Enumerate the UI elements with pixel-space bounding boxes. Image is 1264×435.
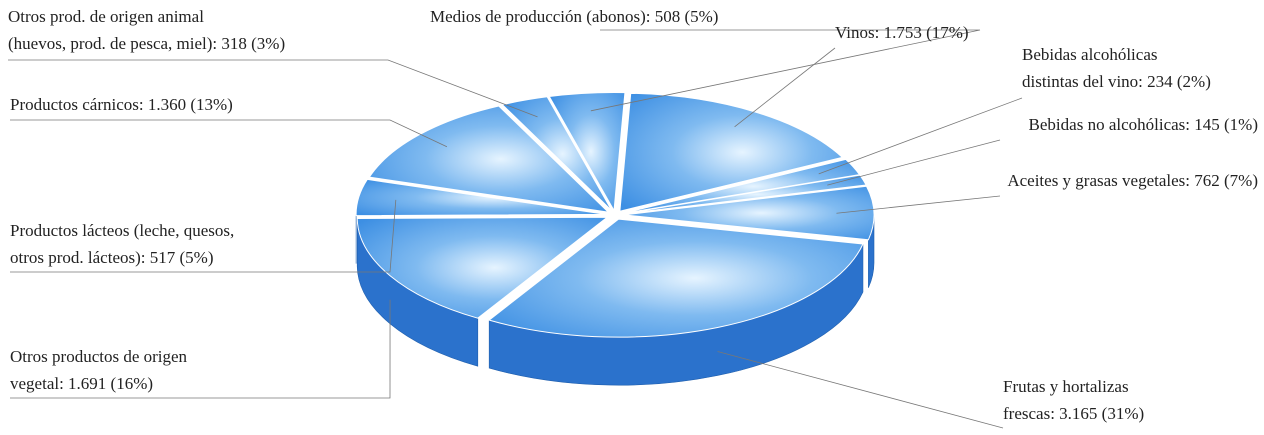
slice-label: otros prod. lácteos): 517 (5%) [10, 248, 213, 267]
slice [623, 158, 861, 214]
leader-line [827, 139, 1001, 186]
leader-line [717, 351, 1004, 429]
slice-label: Vinos: 1.753 (17%) [835, 23, 969, 42]
slice-label: (huevos, prod. de pesca, miel): 318 (3%) [8, 34, 285, 53]
leader-line [10, 299, 391, 399]
pie-tops [355, 92, 875, 338]
slice-label: Medios de producción (abonos): 508 (5%) [430, 7, 718, 26]
slice [356, 216, 609, 319]
slice [623, 185, 875, 241]
slice-label: Aceites y grasas vegetales: 762 (7%) [1007, 171, 1258, 190]
slice-label: Otros prod. de origen animal [8, 7, 204, 26]
slice-label: distintas del vino: 234 (2%) [1022, 72, 1211, 91]
slice [355, 178, 607, 217]
slice [548, 92, 626, 213]
slice-label: Productos lácteos (leche, quesos, [10, 221, 234, 240]
slice-label: vegetal: 1.691 (16%) [10, 374, 153, 393]
slice [368, 105, 610, 213]
leader-line [836, 195, 1001, 214]
slice [623, 174, 867, 215]
leader-line [8, 59, 538, 118]
slice-label: Bebidas no alcohólicas: 145 (1%) [1029, 115, 1258, 134]
leader-line [734, 47, 836, 128]
slice [501, 96, 613, 212]
slice [619, 92, 844, 212]
slice-label: Bebidas alcohólicas [1022, 45, 1158, 64]
slice-label: Frutas y hortalizas [1003, 377, 1129, 396]
leader-line [818, 97, 1023, 175]
slice-label: Productos cárnicos: 1.360 (13%) [10, 95, 233, 114]
leader-line [590, 29, 981, 112]
leader-line [10, 199, 397, 273]
leader-line [10, 119, 448, 148]
slice-label: frescas: 3.165 (31%) [1003, 404, 1144, 423]
slice-label: Otros productos de origen [10, 347, 188, 366]
slice [488, 218, 864, 338]
